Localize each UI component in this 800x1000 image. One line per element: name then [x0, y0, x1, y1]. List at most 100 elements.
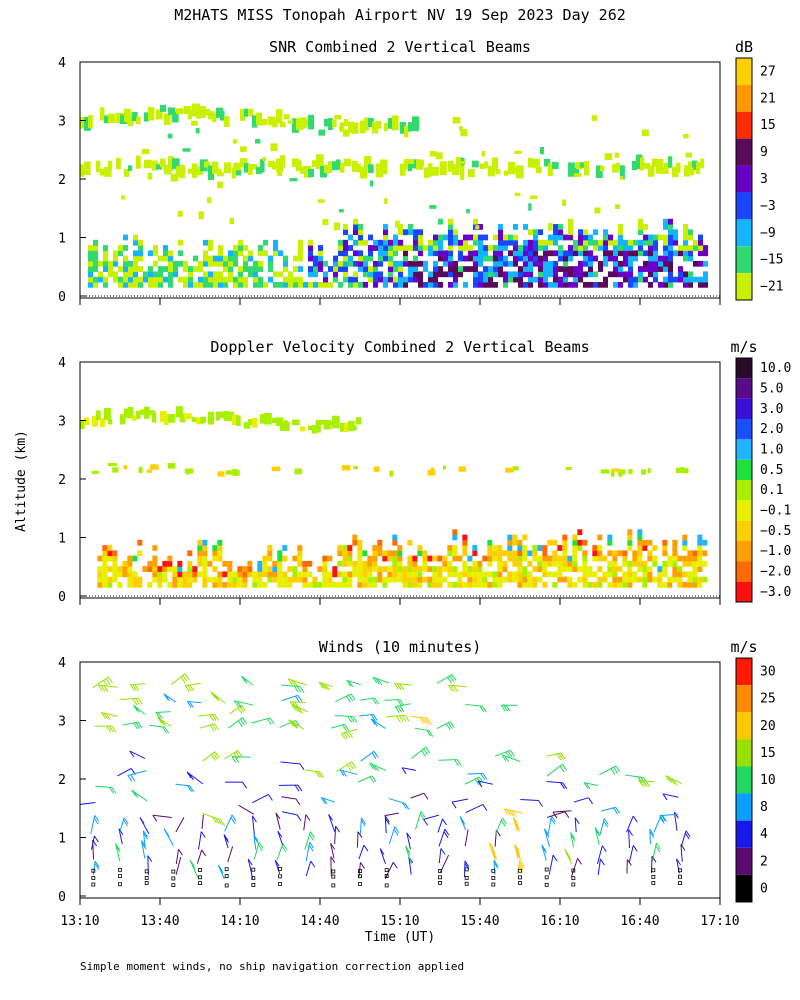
- colorbar-label: 9: [760, 145, 768, 160]
- snr-cell: [338, 281, 343, 288]
- snr-cell: [619, 176, 624, 180]
- wind-barb-flag: [426, 729, 432, 737]
- snr-cell: [553, 276, 558, 283]
- snr-cell: [404, 159, 412, 171]
- doppler-cell: [562, 539, 568, 546]
- snr-cell: [448, 229, 453, 236]
- wind-barb-flag: [187, 785, 192, 792]
- snr-cell: [623, 239, 628, 246]
- doppler-cell: [342, 581, 348, 588]
- snr-cell: [523, 260, 528, 267]
- doppler-cell: [672, 550, 678, 557]
- doppler-cell: [97, 566, 103, 572]
- snr-cell: [388, 271, 393, 278]
- snr-cell: [498, 255, 503, 262]
- snr-cell: [633, 239, 638, 246]
- snr-cell: [473, 250, 478, 257]
- snr-cell: [614, 152, 619, 158]
- snr-cell: [248, 255, 253, 262]
- snr-cell: [568, 229, 573, 236]
- snr-cell: [563, 271, 568, 278]
- wind-barb-flag: [224, 836, 230, 843]
- doppler-cell: [452, 566, 458, 572]
- winds-colorbar-unit: m/s: [730, 638, 757, 656]
- snr-cell: [603, 255, 608, 262]
- doppler-cell: [652, 560, 658, 567]
- snr-cell: [188, 271, 193, 278]
- snr-cell: [218, 271, 223, 278]
- doppler-cell: [242, 576, 248, 583]
- doppler-cell: [382, 576, 388, 583]
- snr-cell: [628, 266, 633, 272]
- wind-barb: [92, 861, 96, 876]
- y-tick-label: 4: [58, 56, 66, 71]
- snr-cell: [513, 255, 518, 262]
- wind-barb-flag: [420, 810, 426, 818]
- snr-cell: [163, 266, 168, 272]
- wind-barb-flag: [322, 797, 328, 805]
- wind-barb: [464, 829, 469, 847]
- snr-cell: [276, 158, 283, 173]
- snr-cell: [528, 229, 533, 236]
- wind-barb-flag: [105, 678, 111, 685]
- snr-cell: [363, 255, 368, 262]
- snr-cell: [358, 224, 363, 230]
- doppler-cell: [297, 545, 303, 551]
- doppler-cell: [607, 571, 613, 578]
- snr-cell: [498, 245, 503, 251]
- snr-cell: [573, 173, 582, 177]
- doppler-cell: [262, 566, 268, 572]
- snr-cell: [603, 229, 608, 236]
- snr-cell: [538, 245, 543, 251]
- snr-cell: [683, 271, 688, 278]
- wind-barb-flag: [292, 722, 298, 729]
- snr-cell: [313, 271, 318, 278]
- snr-cell: [648, 281, 653, 288]
- snr-cell: [572, 167, 580, 175]
- doppler-cell: [682, 571, 688, 578]
- snr-cell: [256, 167, 263, 174]
- doppler-cell: [217, 571, 223, 578]
- wind-barb-flag: [297, 784, 303, 792]
- snr-cell: [178, 250, 183, 257]
- colorbar-frame: [735, 357, 753, 603]
- wind-barb-flag: [309, 834, 314, 841]
- doppler-cell: [577, 529, 583, 536]
- doppler-cell: [432, 566, 438, 572]
- doppler-cell: [164, 413, 169, 425]
- wind-barb: [80, 802, 96, 805]
- snr-cell: [638, 224, 643, 230]
- snr-cell: [623, 250, 628, 257]
- doppler-cell: [587, 581, 593, 588]
- doppler-cell: [482, 581, 488, 588]
- snr-cell: [168, 276, 173, 283]
- y-tick-label: 3: [58, 415, 66, 430]
- snr-cell: [518, 255, 523, 262]
- doppler-cell: [260, 414, 266, 424]
- snr-cell: [124, 108, 131, 123]
- snr-cell: [588, 281, 593, 288]
- wind-barb-flag: [347, 715, 352, 723]
- doppler-cell: [367, 571, 373, 578]
- doppler-cell: [547, 571, 553, 578]
- snr-cell: [528, 271, 533, 278]
- doppler-cell: [427, 469, 436, 476]
- wind-barb-flag: [230, 817, 236, 824]
- doppler-cell: [472, 550, 478, 557]
- snr-cell: [88, 245, 93, 251]
- snr-cell: [280, 155, 286, 168]
- snr-cell: [395, 220, 400, 228]
- doppler-cell: [582, 560, 588, 567]
- doppler-cell: [672, 545, 678, 551]
- doppler-cell: [517, 545, 523, 551]
- doppler-cell: [177, 571, 183, 578]
- colorbar-label: 15: [760, 746, 776, 761]
- snr-cell: [208, 276, 213, 283]
- snr-cell: [236, 169, 242, 176]
- wind-barb-flag: [610, 768, 616, 775]
- doppler-cell: [642, 571, 648, 578]
- wind-barb-flag: [676, 858, 681, 866]
- wind-barb: [464, 776, 480, 785]
- doppler-cell: [389, 470, 394, 477]
- snr-cell: [216, 107, 224, 118]
